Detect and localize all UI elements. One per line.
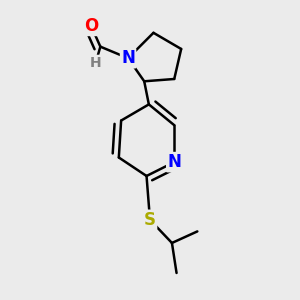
- Text: N: N: [121, 49, 135, 67]
- Text: O: O: [84, 17, 98, 35]
- Text: H: H: [90, 56, 101, 70]
- Text: S: S: [144, 211, 156, 229]
- Text: N: N: [167, 153, 181, 171]
